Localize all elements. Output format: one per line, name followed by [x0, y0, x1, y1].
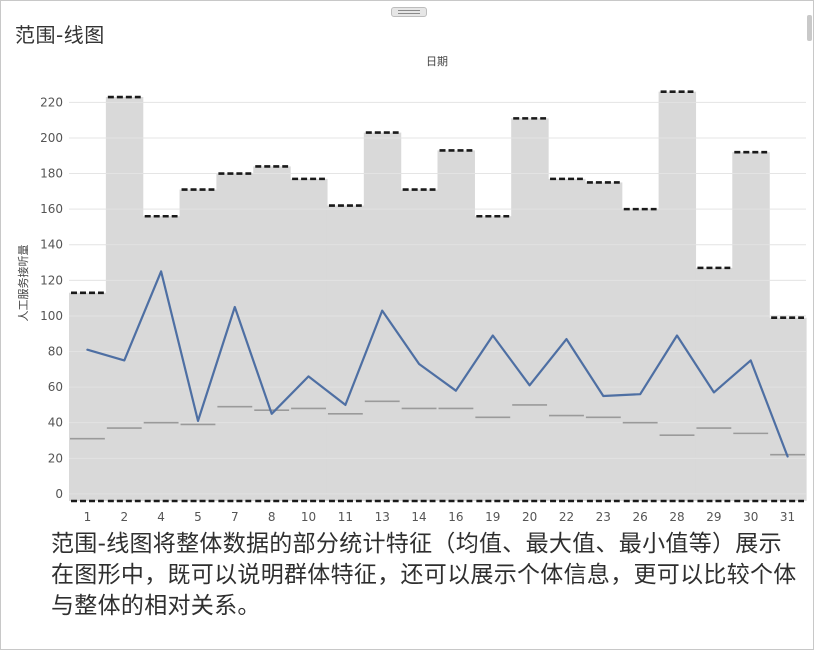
range-band — [732, 152, 770, 501]
y-tick-label: 160 — [40, 202, 63, 216]
value-line — [86, 270, 789, 458]
x-tick-labels: 1 2 4 5 7 8 10 11 13 14 16 19 20 22 23 26 28 29 30 31 — [84, 510, 796, 521]
range-band — [621, 209, 660, 501]
x-tick-label: 1 — [84, 510, 92, 521]
y-tick-label: 220 — [40, 95, 63, 109]
y-tick-label: 20 — [48, 451, 63, 465]
y-tick-label: 40 — [48, 416, 63, 430]
x-tick-label: 22 — [559, 510, 574, 521]
range-band — [769, 317, 807, 501]
y-tick-label: 180 — [40, 167, 63, 181]
chart-title: 日期 — [426, 55, 448, 68]
value-series-line — [86, 270, 789, 458]
x-tick-label: 20 — [522, 510, 537, 521]
x-tick-label: 2 — [120, 510, 128, 521]
x-tick-label: 26 — [633, 510, 648, 521]
x-tick-label: 4 — [157, 510, 165, 521]
range-caps — [71, 90, 804, 503]
y-axis-label: 人工服务接听量 — [17, 245, 30, 322]
range-band — [658, 91, 697, 501]
x-tick-label: 7 — [231, 510, 239, 521]
y-tick-labels: 0 20 40 60 80 100 120 140 160 180 200 220 — [40, 95, 63, 501]
x-tick-label: 29 — [706, 510, 721, 521]
range-band — [584, 182, 623, 501]
y-tick-label: 80 — [48, 345, 63, 359]
x-tick-label: 5 — [194, 510, 202, 521]
drag-handle-icon[interactable] — [391, 7, 427, 17]
y-tick-label: 120 — [40, 273, 63, 287]
grid-lines-overlay — [69, 101, 806, 495]
x-tick-label: 23 — [596, 510, 611, 521]
range-bands — [69, 91, 807, 502]
range-band — [142, 216, 181, 501]
range-band — [326, 205, 365, 501]
range-band — [290, 178, 328, 502]
range-band — [105, 97, 144, 501]
y-tick-label: 0 — [55, 487, 63, 501]
range-band — [474, 216, 512, 501]
range-band — [253, 166, 291, 502]
x-tick-label: 13 — [375, 510, 390, 521]
y-tick-label: 200 — [40, 131, 63, 145]
range-band — [69, 292, 107, 501]
y-tick-label: 100 — [40, 309, 63, 323]
y-tick-label: 140 — [40, 238, 63, 252]
x-tick-label: 19 — [485, 510, 500, 521]
x-tick-label: 10 — [301, 510, 316, 521]
range-band — [511, 118, 549, 502]
sheet-title: 范围-线图 — [15, 23, 105, 47]
range-band — [363, 132, 402, 501]
x-tick-label: 30 — [743, 510, 758, 521]
x-tick-label: 31 — [780, 510, 795, 521]
y-tick-label: 60 — [48, 380, 63, 394]
x-tick-label: 8 — [268, 510, 276, 521]
x-tick-label: 28 — [669, 510, 684, 521]
caption-text: 范围-线图将整体数据的部分统计特征（均值、最大值、最小值等）展示在图形中，既可以… — [51, 531, 797, 619]
range-band — [695, 267, 733, 501]
range-band — [216, 173, 254, 502]
scrollbar-thumb[interactable] — [807, 15, 812, 41]
x-tick-label: 11 — [338, 510, 353, 521]
range-band — [437, 150, 475, 501]
x-tick-label: 14 — [411, 510, 426, 521]
x-tick-label: 16 — [448, 510, 463, 521]
range-band — [179, 189, 217, 501]
